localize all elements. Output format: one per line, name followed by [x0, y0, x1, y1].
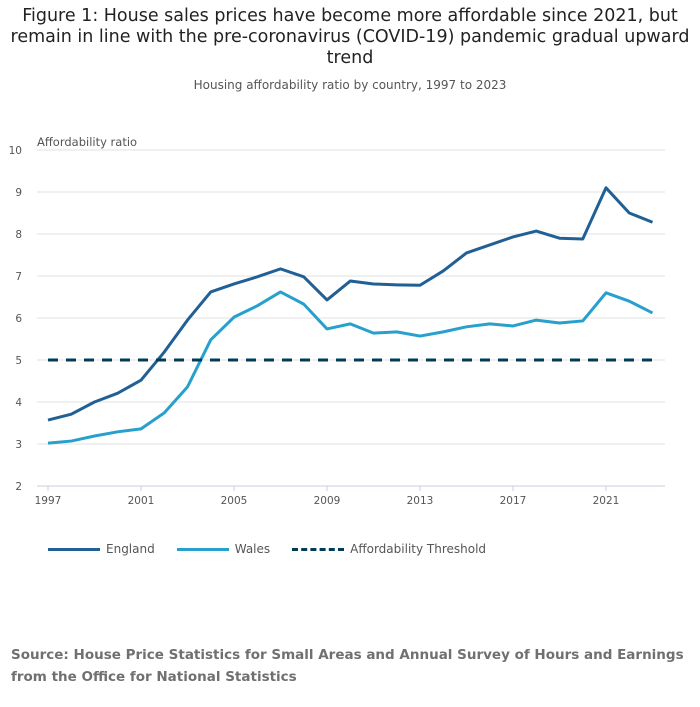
legend-item: England [48, 542, 155, 556]
legend-item: Affordability Threshold [292, 542, 486, 556]
y-tick-label: 2 [15, 481, 22, 493]
legend: England Wales Affordability Threshold [48, 542, 486, 556]
y-tick-label: 4 [15, 397, 22, 409]
y-tick-label: 7 [15, 271, 22, 283]
x-tick-label: 1997 [35, 495, 62, 507]
series-line-wales [47, 290, 654, 445]
x-tick-label: 2001 [128, 495, 155, 507]
chart-subtitle: Housing affordability ratio by country, … [193, 78, 507, 92]
legend-label: Wales [234, 542, 271, 556]
y-axis-label: Affordability ratio [37, 135, 137, 149]
source-note: Source: House Price Statistics for Small… [11, 647, 684, 685]
legend-label: Affordability Threshold [350, 542, 487, 556]
legend-swatch [176, 547, 229, 551]
y-tick-label: 6 [15, 313, 22, 325]
legend-label: England [106, 542, 155, 556]
chart-title: Figure 1: House sales prices have become… [10, 6, 690, 68]
x-tick-label: 2021 [593, 495, 620, 507]
y-tick-label: 10 [9, 145, 22, 157]
legend-item: Wales [176, 542, 271, 556]
y-tick-label: 9 [15, 187, 22, 199]
line-chart: 2 3 4 5 6 7 8 9 10 Affordability ratio 1997 2001 200… [9, 135, 665, 507]
x-tick-label: 2017 [500, 495, 527, 507]
y-tick-label: 5 [15, 355, 22, 367]
legend-swatch [48, 547, 100, 551]
series-line-england [47, 186, 654, 422]
x-tick-label: 2005 [221, 495, 248, 507]
x-tick-label: 2013 [407, 495, 434, 507]
y-tick-label: 8 [15, 229, 22, 241]
x-tick-label: 2009 [314, 495, 341, 507]
y-tick-label: 3 [15, 439, 22, 451]
legend-swatch [292, 547, 345, 551]
